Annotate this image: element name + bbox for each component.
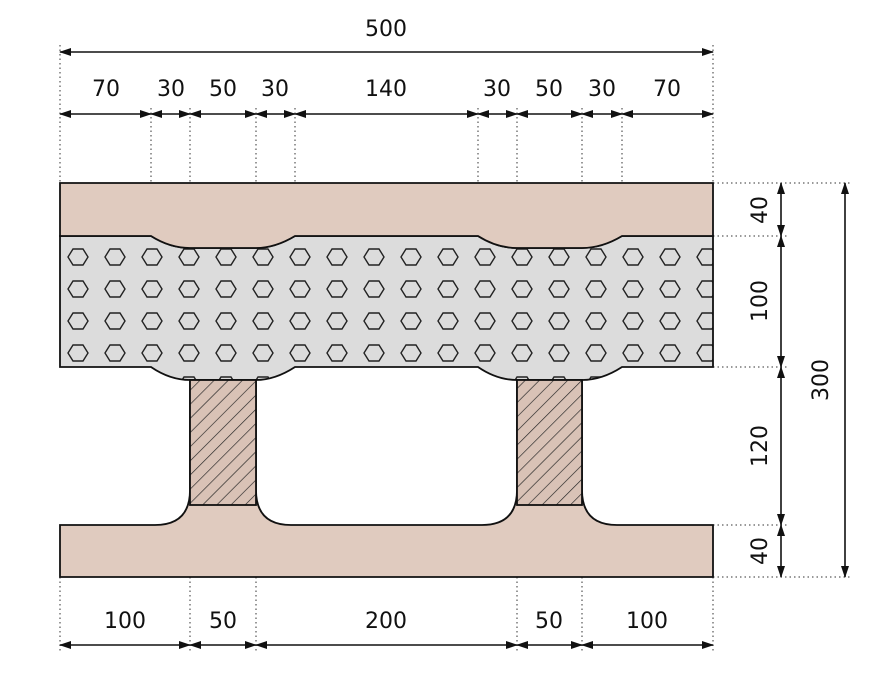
dim-label: 500 xyxy=(365,17,407,42)
dim-label: 100 xyxy=(104,609,146,634)
dim-label: 50 xyxy=(209,77,237,102)
top-slab xyxy=(59,182,714,249)
dim-label: 200 xyxy=(365,609,407,634)
dim-label: 30 xyxy=(483,77,511,102)
dim-label: 40 xyxy=(748,196,773,224)
bottom-slab xyxy=(59,379,714,578)
dim-label: 100 xyxy=(626,609,668,634)
gravel-layer xyxy=(59,235,714,381)
dim-label: 70 xyxy=(653,77,681,102)
dim-label: 30 xyxy=(588,77,616,102)
dim-label: 50 xyxy=(535,609,563,634)
dim-label: 40 xyxy=(748,537,773,565)
dim-label: 30 xyxy=(157,77,185,102)
column-right xyxy=(516,379,583,506)
dim-label: 50 xyxy=(535,77,563,102)
dim-label: 300 xyxy=(809,359,834,401)
dim-label: 70 xyxy=(92,77,120,102)
dim-label: 30 xyxy=(261,77,289,102)
dim-label: 100 xyxy=(748,280,773,322)
column-left xyxy=(189,379,257,506)
dimension-lines xyxy=(59,48,849,649)
dim-label: 140 xyxy=(365,77,407,102)
dim-label: 50 xyxy=(209,609,237,634)
dim-label: 120 xyxy=(748,425,773,467)
